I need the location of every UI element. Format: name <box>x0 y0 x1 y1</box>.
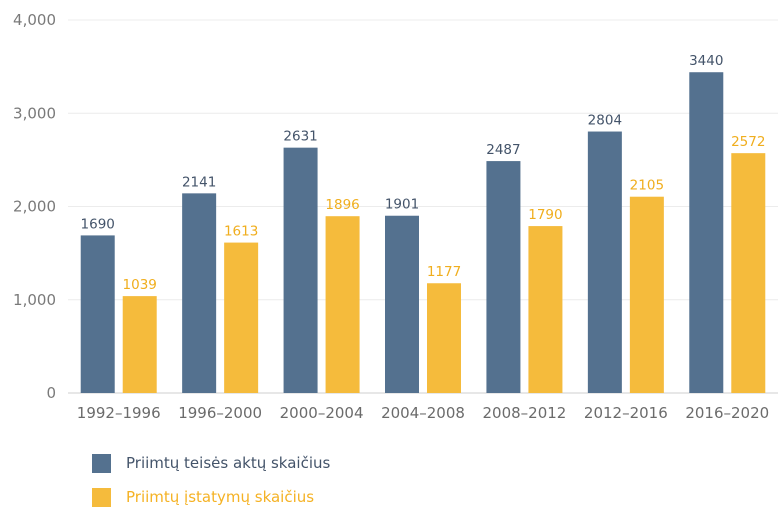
bar-istatymai[interactable] <box>427 283 461 393</box>
bar-istatymai[interactable] <box>224 242 259 393</box>
y-tick-label: 2,000 <box>13 198 56 216</box>
y-tick-label: 1,000 <box>13 291 56 309</box>
data-label: 1896 <box>325 197 359 213</box>
data-labels: 1690 1039 2141 1613 2631 1896 1901 1177 2487 1790… <box>81 53 766 293</box>
bar-istatymai[interactable] <box>325 216 360 393</box>
legend-swatch <box>92 487 111 507</box>
data-label: 2105 <box>630 178 664 194</box>
data-label: 2141 <box>182 174 216 190</box>
bar-istatymai[interactable] <box>122 296 157 393</box>
bar-teises-aktai[interactable] <box>385 215 419 393</box>
x-tick-label: 1992–1996 <box>77 404 161 422</box>
y-tick-label: 0 <box>46 384 56 402</box>
x-tick-label: 2012–2016 <box>584 404 668 422</box>
data-label: 1690 <box>81 216 115 232</box>
legend: Priimtų teisės aktų skaičius Priimtų įst… <box>92 452 330 520</box>
bar-teises-aktai[interactable] <box>283 147 318 393</box>
bar-chart: 0 1,000 2,000 3,000 4,000 1690 1039 2141 1613 26… <box>13 11 778 422</box>
bar-istatymai[interactable] <box>528 226 563 393</box>
data-label: 2804 <box>588 113 622 129</box>
data-label: 2572 <box>731 134 765 150</box>
bar-teises-aktai[interactable] <box>689 72 724 393</box>
legend-item-istatymai[interactable]: Priimtų įstatymų skaičius <box>92 486 330 508</box>
gridlines <box>68 19 778 394</box>
data-label: 1039 <box>123 277 157 293</box>
y-tick-label: 4,000 <box>13 11 56 29</box>
bar-teises-aktai[interactable] <box>182 193 217 393</box>
bar-istatymai[interactable] <box>731 153 766 393</box>
bar-istatymai[interactable] <box>629 196 664 393</box>
data-label: 1790 <box>528 207 562 223</box>
x-tick-label: 1996–2000 <box>178 404 262 422</box>
x-tick-label: 2016–2020 <box>685 404 769 422</box>
legend-item-teises-aktai[interactable]: Priimtų teisės aktų skaičius <box>92 452 330 474</box>
x-axis: 1992–1996 1996–2000 2000–2004 2004–2008 2008… <box>77 404 769 422</box>
bar-teises-aktai[interactable] <box>80 235 115 393</box>
data-label: 3440 <box>689 53 723 69</box>
x-tick-label: 2008–2012 <box>482 404 566 422</box>
legend-label: Priimtų teisės aktų skaičius <box>126 454 331 472</box>
legend-label: Priimtų įstatymų skaičius <box>126 488 315 506</box>
data-label: 1177 <box>427 264 461 280</box>
data-label: 1613 <box>224 224 258 240</box>
x-tick-label: 2004–2008 <box>381 404 465 422</box>
y-tick-label: 3,000 <box>13 104 56 122</box>
data-label: 1901 <box>385 197 419 213</box>
data-label: 2631 <box>283 129 317 145</box>
legend-swatch <box>92 453 111 473</box>
y-axis: 0 1,000 2,000 3,000 4,000 <box>13 11 56 402</box>
data-label: 2487 <box>486 142 520 158</box>
bars <box>80 72 766 394</box>
x-tick-label: 2000–2004 <box>280 404 364 422</box>
bar-teises-aktai[interactable] <box>587 131 622 394</box>
bar-teises-aktai[interactable] <box>486 161 521 393</box>
